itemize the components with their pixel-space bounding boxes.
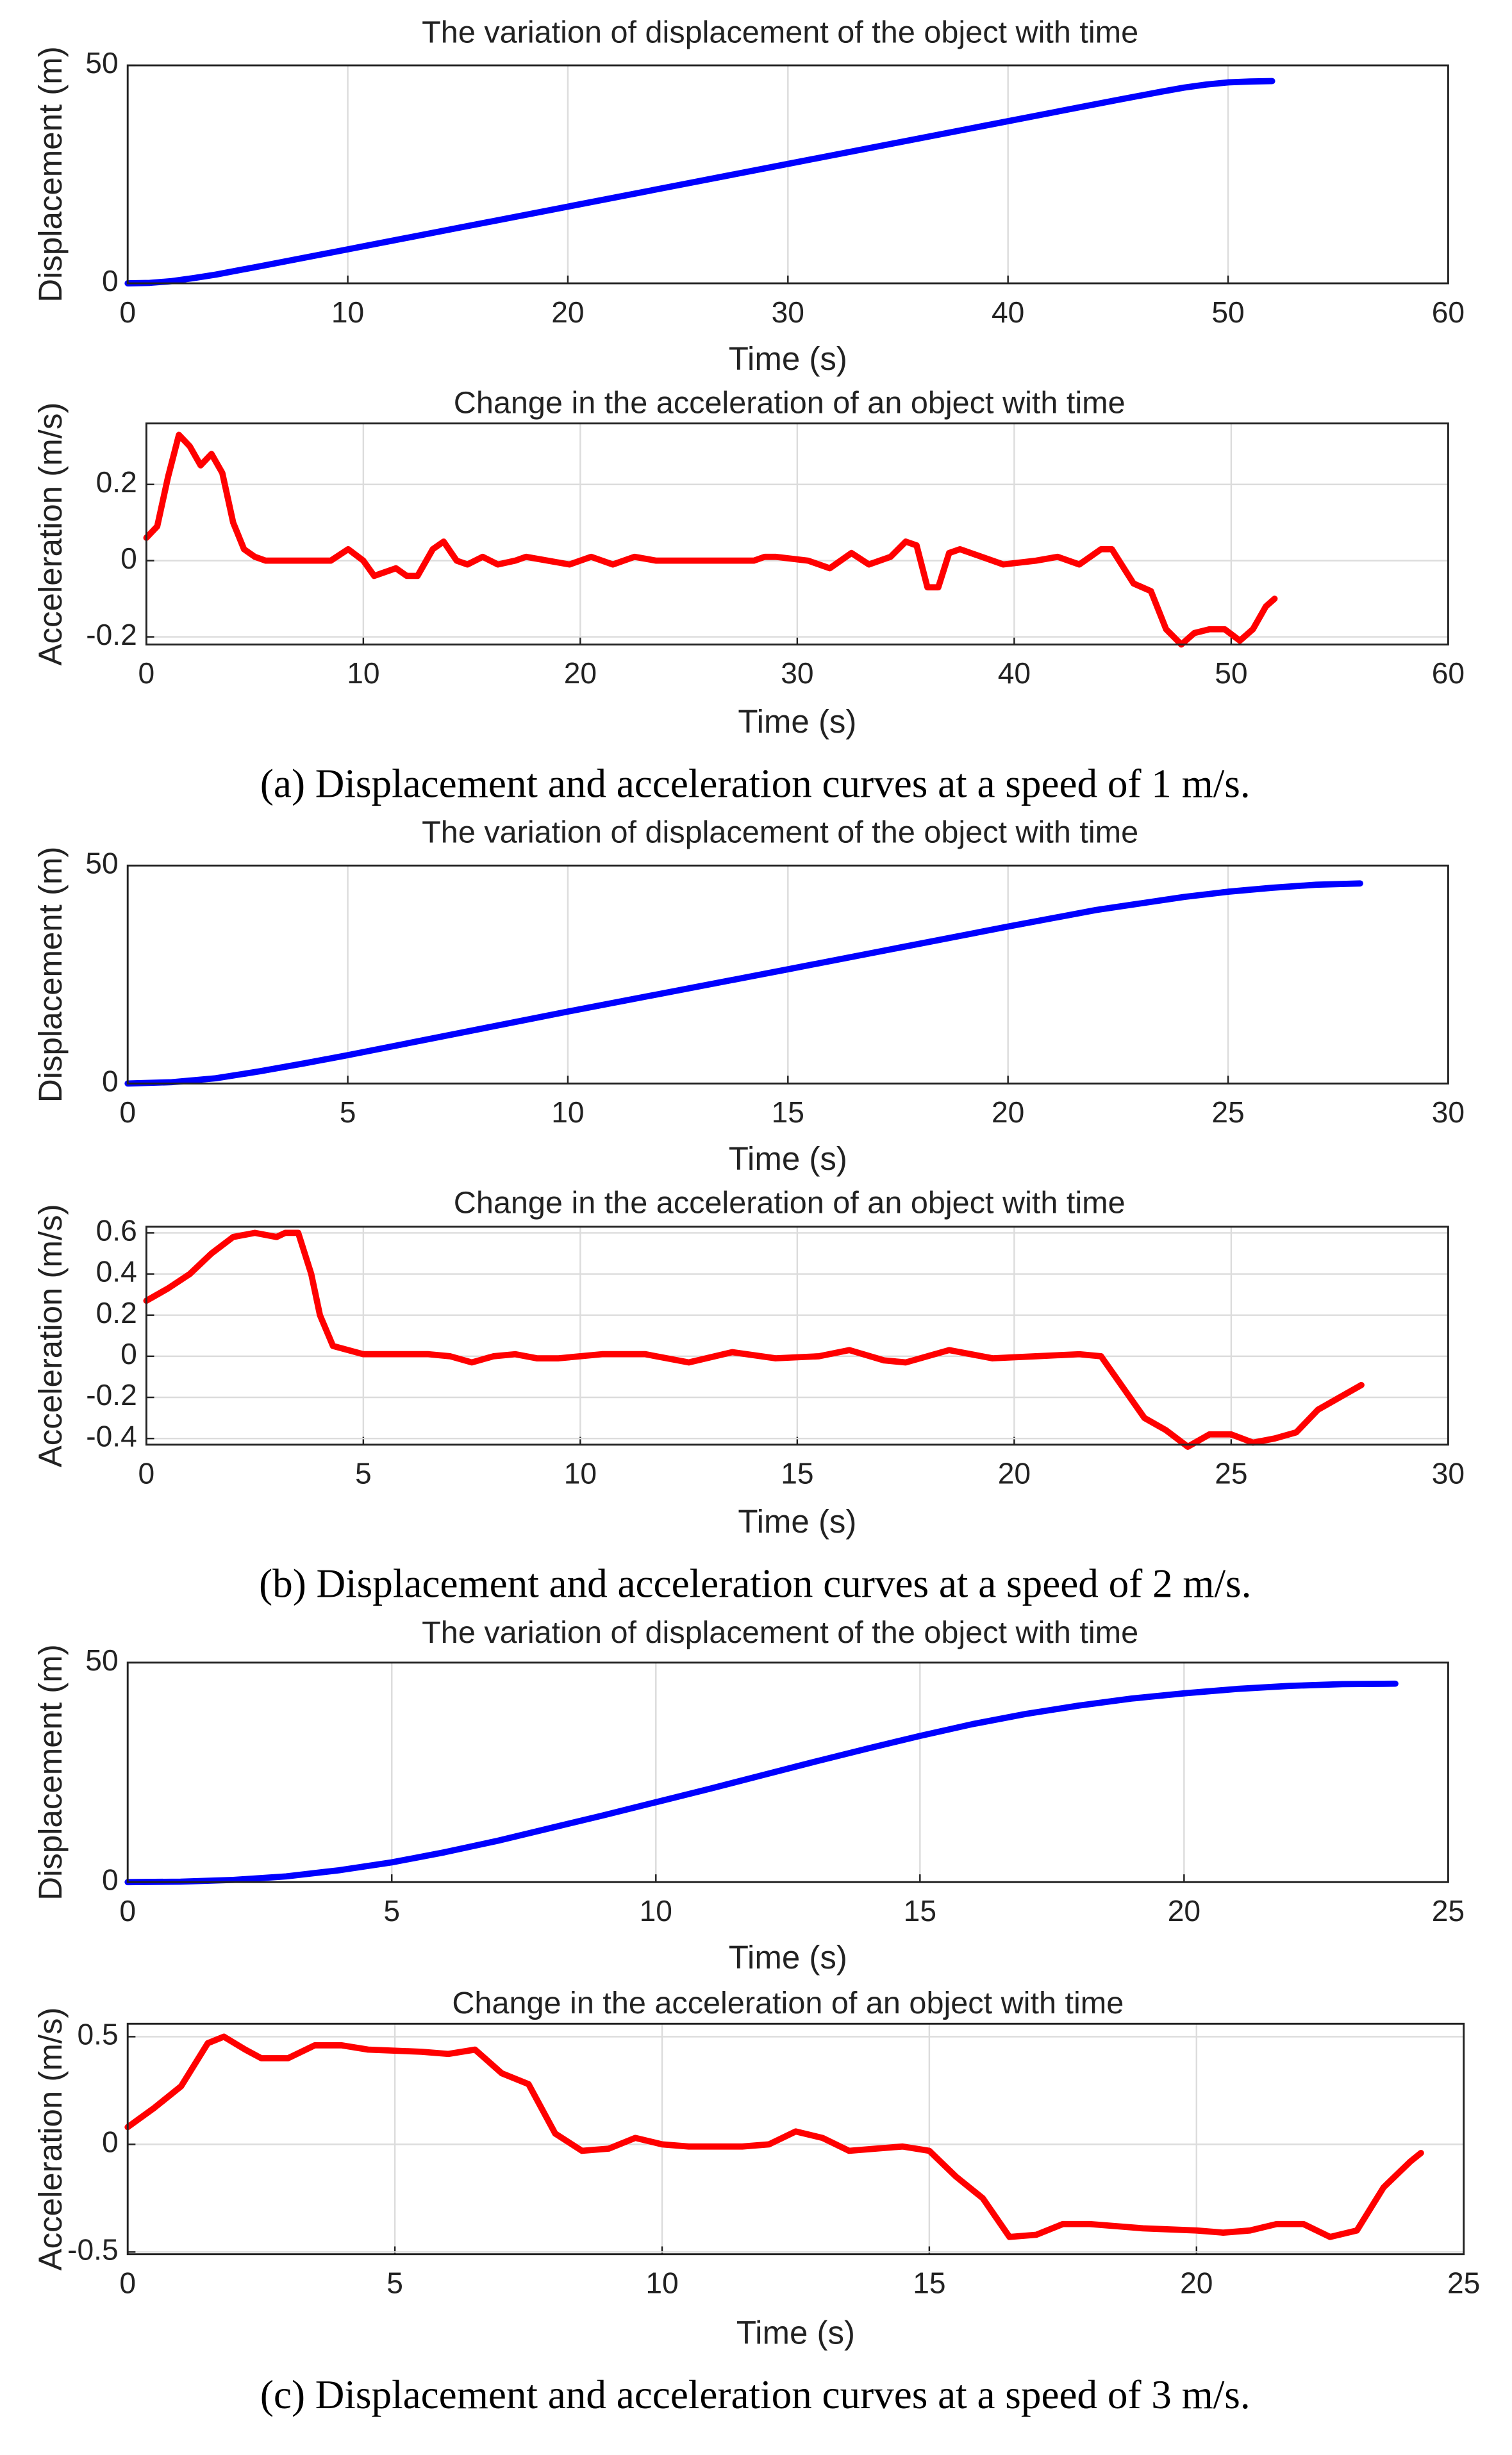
y-tick-label: -0.4: [86, 1419, 137, 1452]
y-tick-label: 0: [120, 542, 137, 575]
y-tick-label: 0: [102, 1863, 119, 1896]
x-tick-label: 25: [1211, 1095, 1244, 1129]
x-tick-label: 5: [386, 2266, 403, 2299]
x-tick-label: 10: [347, 656, 379, 690]
y-tick-label: -0.2: [86, 1378, 137, 1411]
plot-area: [128, 1662, 1449, 1883]
y-axis-label: Displacement (m): [32, 46, 69, 303]
y-axis-label: Acceleration (m/s): [32, 2008, 69, 2271]
data-line: [124, 78, 1275, 287]
y-tick-label: 0.2: [96, 1296, 137, 1329]
x-tick-label: 15: [781, 1457, 813, 1490]
x-tick-label: 15: [904, 1894, 936, 1927]
x-tick-label: 20: [564, 656, 597, 690]
x-axis-label: Time (s): [729, 1939, 847, 1976]
x-axis-label: Time (s): [736, 2314, 855, 2351]
x-axis-label: Time (s): [729, 1140, 847, 1177]
x-axis-label: Time (s): [738, 1503, 856, 1540]
y-axis-label: Acceleration (m/s): [32, 1204, 69, 1467]
y-tick-label: 50: [85, 1644, 118, 1677]
x-tick-label: 0: [119, 1894, 136, 1927]
axes-frame: [126, 64, 1449, 285]
x-tick-label: 50: [1215, 656, 1247, 690]
y-axis-label: Acceleration (m/s): [32, 403, 69, 666]
data-line: [124, 880, 1363, 1087]
data-line: [143, 431, 1278, 648]
x-tick-label: 5: [383, 1894, 400, 1927]
y-tick-label: 0: [102, 1065, 119, 1098]
x-tick-label: 20: [551, 295, 584, 329]
x-tick-label: 40: [992, 295, 1024, 329]
y-tick-label: 0.5: [77, 2018, 118, 2051]
y-tick-label: 0: [120, 1337, 137, 1370]
x-tick-label: 20: [998, 1457, 1031, 1490]
axes-frame: [126, 2022, 1465, 2256]
x-tick-label: 20: [1180, 2266, 1213, 2299]
x-tick-label: 0: [119, 2266, 136, 2299]
x-tick-label: 5: [340, 1095, 356, 1129]
x-tick-label: 15: [913, 2266, 945, 2299]
axes-frame: [145, 1226, 1449, 1446]
x-tick-label: 5: [355, 1457, 372, 1490]
axes-frame: [126, 864, 1449, 1085]
x-tick-label: 30: [1432, 1095, 1465, 1129]
x-tick-label: 30: [1432, 1457, 1465, 1490]
caption: (c) Displacement and acceleration curves…: [260, 2372, 1250, 2417]
x-tick-label: 15: [772, 1095, 804, 1129]
x-tick-label: 0: [119, 295, 136, 329]
caption: (b) Displacement and acceleration curves…: [259, 1561, 1251, 1606]
y-axis-label: Displacement (m): [32, 1644, 69, 1901]
axes-frame: [145, 422, 1449, 645]
plot-area: [128, 2024, 1464, 2254]
y-tick-label: 0: [102, 2126, 119, 2159]
x-tick-label: 10: [564, 1457, 597, 1490]
axes-frame: [126, 1661, 1449, 1883]
x-tick-label: 25: [1215, 1457, 1247, 1490]
y-tick-label: 50: [85, 847, 118, 880]
x-tick-label: 25: [1432, 1894, 1465, 1927]
x-tick-label: 20: [1168, 1894, 1200, 1927]
chart-title: The variation of displacement of the obj…: [422, 15, 1138, 49]
y-tick-label: -0.5: [67, 2233, 119, 2267]
y-tick-label: 50: [85, 46, 118, 79]
caption: (a) Displacement and acceleration curves…: [260, 761, 1250, 806]
y-tick-label: 0: [102, 264, 119, 297]
x-tick-label: 60: [1432, 656, 1465, 690]
x-tick-label: 40: [998, 656, 1031, 690]
chart-title: Change in the acceleration of an object …: [452, 1986, 1124, 2020]
x-tick-label: 0: [138, 1457, 155, 1490]
x-tick-label: 30: [772, 295, 804, 329]
x-tick-label: 30: [781, 656, 813, 690]
y-tick-label: 0.2: [96, 465, 137, 499]
x-tick-label: 0: [138, 656, 155, 690]
y-tick-label: 0.6: [96, 1214, 137, 1247]
x-tick-label: 60: [1432, 295, 1465, 329]
data-line: [124, 1680, 1399, 1886]
x-tick-label: 50: [1211, 295, 1244, 329]
x-tick-label: 10: [331, 295, 364, 329]
data-line: [143, 1229, 1365, 1450]
x-tick-label: 25: [1447, 2266, 1480, 2299]
chart-title: Change in the acceleration of an object …: [454, 1186, 1126, 1220]
x-axis-label: Time (s): [738, 703, 856, 740]
x-tick-label: 0: [119, 1095, 136, 1129]
x-axis-label: Time (s): [729, 340, 847, 377]
y-tick-label: -0.2: [86, 618, 137, 651]
chart-title: Change in the acceleration of an object …: [454, 385, 1126, 420]
data-line: [124, 2033, 1424, 2240]
chart-title: The variation of displacement of the obj…: [422, 815, 1138, 850]
y-tick-label: 0.4: [96, 1255, 137, 1288]
x-tick-label: 10: [640, 1894, 672, 1927]
x-tick-label: 20: [992, 1095, 1024, 1129]
x-tick-label: 10: [645, 2266, 678, 2299]
chart-title: The variation of displacement of the obj…: [422, 1615, 1138, 1650]
x-tick-label: 10: [551, 1095, 584, 1129]
y-axis-label: Displacement (m): [32, 847, 69, 1103]
